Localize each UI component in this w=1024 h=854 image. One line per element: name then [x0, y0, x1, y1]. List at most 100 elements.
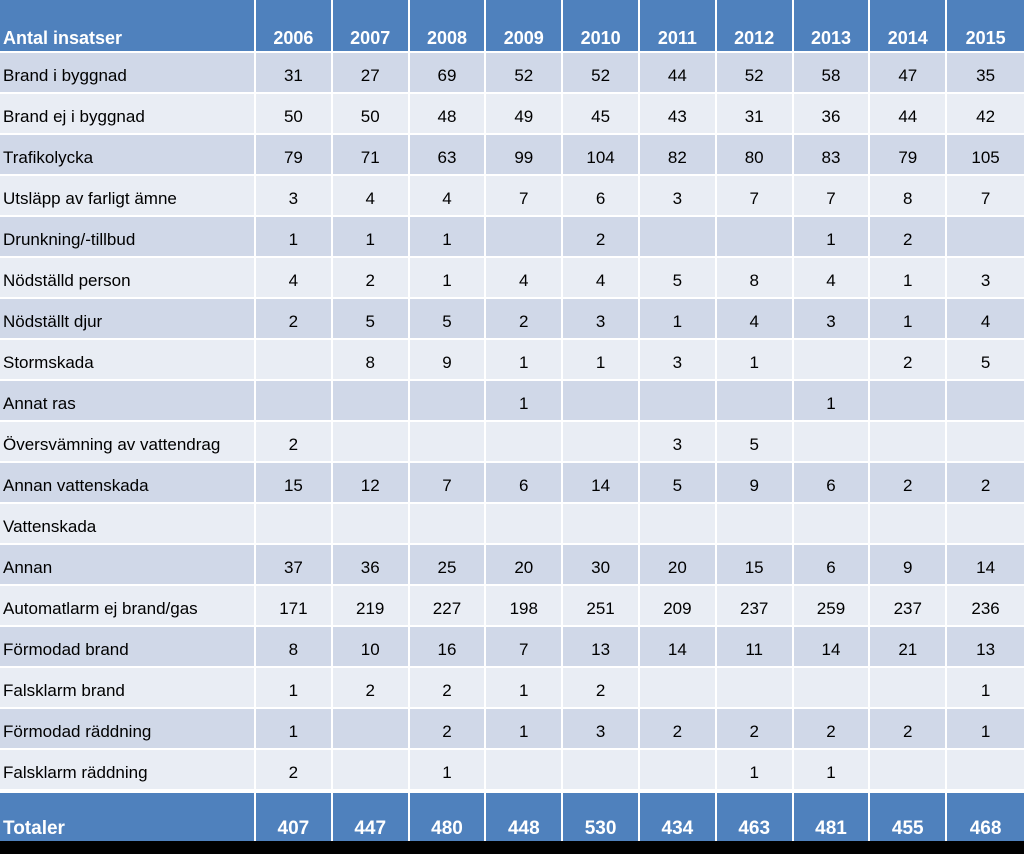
year-header: 2009 [486, 0, 564, 53]
table-cell: 4 [256, 258, 333, 299]
table-cell: 9 [409, 340, 487, 381]
table-cell: 8 [332, 340, 410, 381]
table-cell [793, 340, 871, 381]
total-cell: 468 [947, 791, 1024, 841]
table-row: Annat ras 1 1 [0, 381, 1024, 422]
table-cell: 3 [256, 176, 333, 217]
year-header: 2007 [332, 0, 410, 53]
table-cell: 251 [563, 586, 640, 627]
year-header: 2010 [563, 0, 640, 53]
table-cell: 2 [639, 709, 717, 750]
table-cell: 2 [256, 422, 333, 463]
table-cell: 1 [947, 668, 1024, 709]
table-cell: 4 [716, 299, 794, 340]
table-row: Stormskada 8 9 1 1 3 1 2 5 [0, 340, 1024, 381]
row-label: Annat ras [0, 381, 256, 422]
total-cell: 447 [332, 791, 410, 841]
table-cell [256, 381, 333, 422]
table-cell: 16 [409, 627, 487, 668]
table-cell: 12 [332, 463, 410, 504]
table-cell: 7 [409, 463, 487, 504]
year-header: 2015 [947, 0, 1024, 53]
row-label: Annan [0, 545, 256, 586]
table-cell: 14 [639, 627, 717, 668]
table-cell: 2 [409, 709, 487, 750]
total-cell: 455 [870, 791, 948, 841]
table-cell: 49 [486, 94, 564, 135]
table-cell: 48 [409, 94, 487, 135]
table-cell: 6 [563, 176, 640, 217]
table-cell: 50 [256, 94, 333, 135]
table-cell: 1 [256, 668, 333, 709]
table-cell [793, 668, 871, 709]
table-cell: 5 [639, 258, 717, 299]
table-cell: 25 [409, 545, 487, 586]
row-label: Brand i byggnad [0, 53, 256, 94]
table-cell: 1 [563, 340, 640, 381]
table-cell: 3 [639, 422, 717, 463]
row-label: Nödställd person [0, 258, 256, 299]
table-cell: 2 [256, 750, 333, 791]
table-cell [409, 422, 487, 463]
table-row: Nödställd person 4 2 1 4 4 5 8 4 1 3 [0, 258, 1024, 299]
table-cell [563, 381, 640, 422]
table-cell: 83 [793, 135, 871, 176]
table-cell [870, 668, 948, 709]
table-cell: 30 [563, 545, 640, 586]
row-label: Falsklarm brand [0, 668, 256, 709]
totals-label: Totaler [0, 791, 256, 841]
table-cell: 35 [947, 53, 1024, 94]
table-cell: 15 [256, 463, 333, 504]
table-cell: 44 [870, 94, 948, 135]
table-row: Nödställt djur 2 5 5 2 3 1 4 3 1 4 [0, 299, 1024, 340]
table-cell: 1 [793, 750, 871, 791]
table-cell [716, 668, 794, 709]
table-cell: 2 [256, 299, 333, 340]
table-cell: 47 [870, 53, 948, 94]
table-cell: 20 [486, 545, 564, 586]
table-cell: 7 [716, 176, 794, 217]
table-cell: 3 [563, 709, 640, 750]
table-cell: 9 [716, 463, 794, 504]
table-cell [332, 750, 410, 791]
table-cell: 1 [486, 340, 564, 381]
table-cell [947, 504, 1024, 545]
table-cell: 1 [486, 381, 564, 422]
year-header: 2006 [256, 0, 333, 53]
table-cell [716, 217, 794, 258]
table-cell: 52 [563, 53, 640, 94]
table-row: Förmodad räddning 1 2 1 3 2 2 2 2 1 [0, 709, 1024, 750]
row-label: Annan vattenskada [0, 463, 256, 504]
table-cell [947, 381, 1024, 422]
table-footer: Totaler 407 447 480 448 530 434 463 481 455 468 [0, 791, 1024, 841]
header-row: Antal insatser 2006 2007 2008 2009 2010 2011 20… [0, 0, 1024, 53]
table-cell: 5 [409, 299, 487, 340]
header-label: Antal insatser [0, 0, 256, 53]
total-cell: 407 [256, 791, 333, 841]
table-cell [870, 381, 948, 422]
table-cell: 9 [870, 545, 948, 586]
table-cell: 104 [563, 135, 640, 176]
table-row: Utsläpp av farligt ämne 3 4 4 7 6 3 7 7 8 7 [0, 176, 1024, 217]
table-cell: 11 [716, 627, 794, 668]
year-header: 2011 [639, 0, 717, 53]
table-cell: 58 [793, 53, 871, 94]
table-cell: 2 [870, 217, 948, 258]
table-cell: 15 [716, 545, 794, 586]
table-cell: 79 [870, 135, 948, 176]
table-cell [870, 750, 948, 791]
table-cell: 209 [639, 586, 717, 627]
row-label: Förmodad brand [0, 627, 256, 668]
year-header: 2012 [716, 0, 794, 53]
table-cell: 2 [793, 709, 871, 750]
table-cell: 1 [716, 750, 794, 791]
table-cell: 1 [793, 217, 871, 258]
table-cell: 7 [947, 176, 1024, 217]
table-cell [947, 217, 1024, 258]
table-cell: 37 [256, 545, 333, 586]
row-label: Trafikolycka [0, 135, 256, 176]
table-cell: 8 [870, 176, 948, 217]
table-cell [332, 381, 410, 422]
table-cell: 2 [870, 463, 948, 504]
